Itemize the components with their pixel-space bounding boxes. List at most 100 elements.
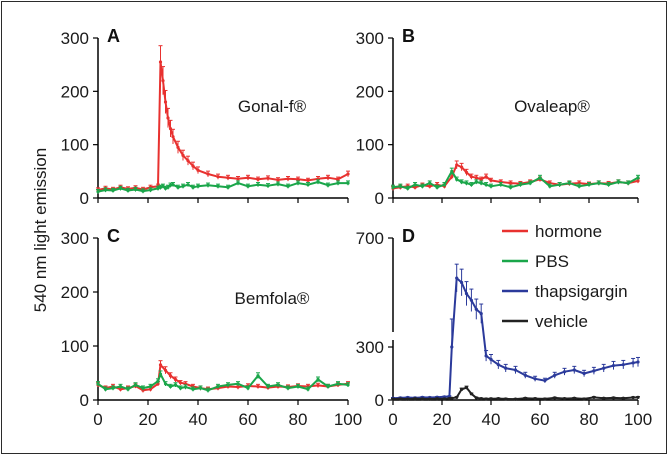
y-tick-label: 200 [61, 82, 89, 101]
data-point [489, 178, 493, 182]
data-point [513, 397, 518, 401]
data-point [236, 177, 240, 181]
y-tick-label: 100 [61, 337, 89, 356]
panel-label: A [107, 26, 120, 46]
data-point [276, 383, 280, 387]
data-point [469, 298, 473, 302]
data-point [504, 366, 508, 370]
legend-label: hormone [535, 222, 602, 241]
data-point [406, 397, 410, 401]
data-point [141, 386, 145, 390]
data-point [173, 377, 178, 382]
panel-label: C [107, 226, 120, 246]
data-point [398, 184, 402, 188]
data-point [156, 382, 160, 386]
data-point [572, 368, 576, 372]
data-point [336, 382, 340, 386]
data-point [484, 354, 488, 358]
y-tick-label: 300 [61, 229, 89, 248]
data-point [163, 100, 168, 104]
data-point [543, 397, 547, 401]
data-point [266, 384, 270, 389]
data-point [474, 396, 478, 400]
data-point [236, 181, 240, 185]
data-point [636, 176, 640, 180]
data-point [636, 179, 640, 183]
data-point [496, 363, 500, 367]
data-point [460, 280, 464, 285]
panel-b: 0 100 200 300 B Ovaleap® [356, 26, 640, 208]
data-point [346, 383, 350, 387]
data-point [286, 386, 290, 390]
series-pbs [96, 179, 350, 194]
data-point [518, 183, 523, 187]
y-tick-label: 300 [356, 338, 384, 357]
x-tick-label: 100 [334, 410, 362, 429]
data-point [447, 396, 451, 401]
y-tick-label: 0 [375, 189, 384, 208]
data-point [176, 185, 180, 189]
data-point [391, 397, 395, 401]
panel-title: Gonal-f® [238, 97, 307, 116]
data-point [428, 397, 432, 401]
panel-c: 0 20 40 60 80 100 0 100 200 300 C Bemfola® [61, 226, 363, 429]
data-point [455, 395, 459, 399]
x-tick-label: 0 [388, 410, 397, 429]
data-point [236, 385, 240, 389]
data-point [533, 377, 537, 381]
data-point [464, 181, 469, 185]
data-point [163, 382, 168, 386]
data-point [296, 177, 300, 181]
data-point [163, 368, 168, 372]
data-point [326, 176, 330, 180]
data-point [171, 183, 175, 187]
data-point [474, 307, 478, 311]
panel-label: B [402, 26, 415, 46]
data-point [266, 184, 270, 188]
data-point [413, 397, 417, 401]
data-point [326, 183, 330, 187]
data-point [460, 387, 464, 391]
data-point [168, 127, 173, 131]
data-point [126, 188, 130, 193]
data-point [602, 396, 606, 400]
y-tick-label: 200 [356, 82, 384, 101]
data-point [479, 312, 483, 316]
data-point [450, 169, 454, 173]
data-point [484, 183, 488, 187]
data-point [621, 363, 625, 367]
data-point [562, 396, 567, 401]
data-point [442, 183, 447, 187]
x-tick-label: 20 [139, 410, 158, 429]
data-point [484, 175, 488, 179]
data-point [469, 175, 473, 179]
data-point [504, 397, 508, 401]
data-point [256, 374, 260, 378]
data-point [148, 384, 153, 389]
x-tick-label: 60 [531, 410, 550, 429]
x-tick-label: 40 [482, 410, 501, 429]
legend-label: vehicle [535, 312, 588, 331]
data-point [398, 397, 402, 401]
data-point [198, 386, 203, 390]
data-point [548, 184, 552, 188]
data-point [296, 384, 300, 389]
series-line [392, 386, 639, 401]
panel-d: 0 20 40 60 80 100 0 300 700 D [356, 226, 653, 429]
data-point [631, 361, 635, 365]
data-point [562, 370, 567, 374]
data-point [266, 176, 270, 180]
data-point [553, 396, 557, 400]
data-point [316, 180, 320, 184]
data-point [196, 168, 200, 172]
data-point [572, 396, 576, 400]
data-point [168, 183, 173, 187]
data-point [413, 183, 417, 187]
data-point [592, 369, 596, 373]
data-point [611, 363, 616, 368]
data-point [176, 145, 180, 149]
data-point [479, 181, 483, 185]
